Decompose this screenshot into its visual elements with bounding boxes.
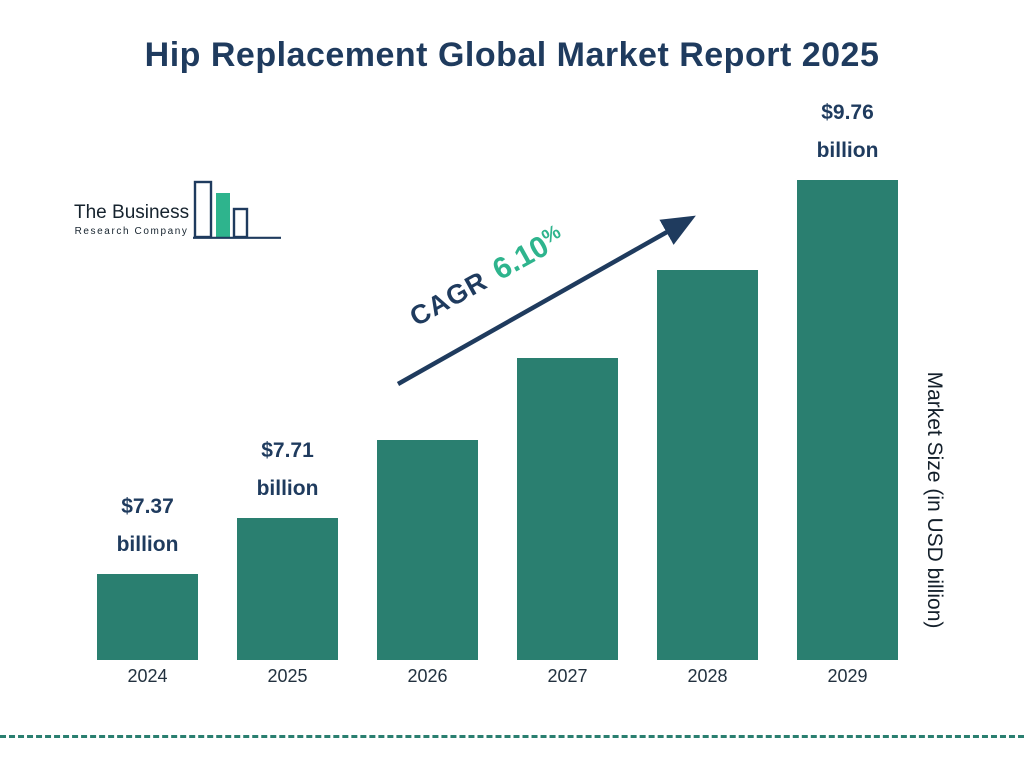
- value-label-2024: $7.37 billion: [116, 495, 179, 556]
- logo-line-1: The Business: [74, 202, 190, 223]
- y-axis-label: Market Size (in USD billion): [923, 371, 946, 629]
- bar-2027: [517, 358, 618, 660]
- x-tick-2025: 2025: [267, 666, 308, 686]
- logo-bars-icon: [193, 180, 282, 239]
- bar-2029: [797, 180, 898, 660]
- value-label-2025: $7.71 billion: [256, 439, 319, 500]
- bar-2028: [657, 270, 758, 660]
- logo-line-2: Research Company: [74, 226, 189, 237]
- x-tick-2026: 2026: [407, 666, 448, 686]
- x-tick-2028: 2028: [687, 666, 728, 686]
- bar-2024: [97, 574, 198, 660]
- value-label-2029: $9.76 billion: [816, 101, 879, 162]
- x-axis-labels: 2024 2025 2026 2027 2028 2029: [97, 666, 909, 692]
- company-logo: The Business Research Company: [74, 180, 283, 242]
- company-logo-text: The Business Research Company: [74, 202, 189, 237]
- dashed-divider: [0, 735, 1024, 738]
- chart-title: Hip Replacement Global Market Report 202…: [144, 36, 880, 74]
- bar-2026: [377, 440, 478, 660]
- x-tick-2024: 2024: [127, 666, 168, 686]
- chart-plot-area: $7.37 billion $7.71 billion $9.76 billion: [97, 101, 909, 660]
- x-tick-2029: 2029: [827, 666, 868, 686]
- bar-2025: [237, 518, 338, 660]
- x-tick-2027: 2027: [547, 666, 588, 686]
